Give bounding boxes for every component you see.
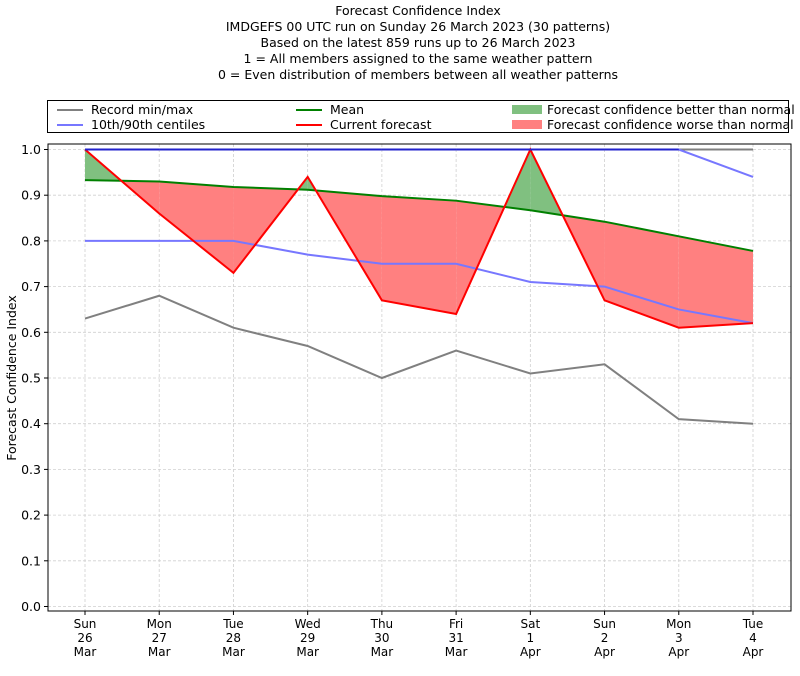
legend-item-worse: Forecast confidence worse than normal: [512, 117, 794, 132]
x-tick-label: 2: [601, 631, 609, 645]
x-tick-label: Mon: [147, 617, 172, 631]
y-axis-label: Forecast Confidence Index: [4, 295, 19, 461]
legend-label-current: Current forecast: [330, 117, 432, 132]
x-tick-label: Mar: [371, 645, 394, 659]
x-tick-label: Apr: [743, 645, 764, 659]
legend-swatch-record: [57, 108, 83, 111]
line-current-forecast: [84, 147, 754, 329]
line-90th-centile: [85, 148, 754, 178]
y-tick-label: 0.2: [21, 508, 41, 523]
series-lines: [84, 147, 754, 425]
x-tick-label: Apr: [594, 645, 615, 659]
x-tick-label: 26: [77, 631, 92, 645]
x-tick-label: 31: [448, 631, 463, 645]
y-tick-label: 0.0: [21, 599, 41, 614]
x-tick-label: Sun: [593, 617, 616, 631]
legend-swatch-better: [512, 105, 542, 114]
y-tick-label: 0.6: [21, 325, 41, 340]
x-tick-label: Thu: [370, 617, 394, 631]
x-tick-label: Fri: [449, 617, 463, 631]
y-axis: 0.0 0.1 0.2 0.3 0.4 0.5 0.6 0.7 0.8 0.9 1.0: [21, 142, 48, 614]
y-tick-label: 0.3: [21, 462, 41, 477]
line-10th-centile: [85, 239, 754, 325]
x-tick-label: Mon: [666, 617, 691, 631]
x-tick-label: Apr: [668, 645, 689, 659]
y-tick-label: 0.4: [21, 416, 41, 431]
x-tick-label: Wed: [295, 617, 321, 631]
x-tick-label: Tue: [742, 617, 764, 631]
chart-legend: Record min/max 10th/90th centiles Mean C…: [47, 100, 795, 133]
title-line-3: Based on the latest 859 runs up to 26 Ma…: [260, 35, 576, 50]
x-tick-label: 27: [152, 631, 167, 645]
x-tick-label: 1: [527, 631, 535, 645]
fill-worse-than-normal: [678, 236, 753, 328]
line-record-min: [84, 294, 754, 425]
x-tick-label: Mar: [148, 645, 171, 659]
title-line-4: 1 = All members assigned to the same wea…: [243, 51, 593, 66]
legend-swatch-centiles: [57, 123, 83, 126]
legend-label-better: Forecast confidence better than normal: [547, 102, 795, 117]
x-tick-label: 3: [675, 631, 683, 645]
x-tick-label: Sun: [74, 617, 97, 631]
x-tick-label: 29: [300, 631, 315, 645]
legend-item-current: Current forecast: [296, 117, 431, 132]
y-tick-label: 0.7: [21, 279, 41, 294]
y-tick-label: 0.8: [21, 233, 41, 248]
title-line-1: Forecast Confidence Index: [335, 3, 501, 18]
fill-worse-than-normal: [381, 196, 457, 315]
y-tick-label: 0.1: [21, 553, 41, 568]
x-tick-label: Mar: [296, 645, 319, 659]
legend-label-centiles: 10th/90th centiles: [91, 117, 206, 132]
legend-label-record: Record min/max: [91, 102, 194, 117]
y-tick-label: 1.0: [21, 142, 41, 157]
x-tick-label: 4: [749, 631, 757, 645]
legend-item-mean: Mean: [296, 102, 364, 117]
x-tick-label: 30: [374, 631, 389, 645]
legend-item-centiles: 10th/90th centiles: [57, 117, 205, 132]
legend-label-worse: Forecast confidence worse than normal: [547, 117, 794, 132]
x-tick-label: 28: [226, 631, 241, 645]
x-tick-label: Sat: [520, 617, 540, 631]
legend-item-better: Forecast confidence better than normal: [512, 102, 795, 117]
legend-swatch-current: [296, 123, 322, 126]
line-mean: [84, 179, 754, 252]
x-tick-label: Mar: [222, 645, 245, 659]
chart-title: Forecast Confidence Index IMDGEFS 00 UTC…: [0, 3, 800, 83]
legend-swatch-mean: [296, 108, 322, 111]
title-line-5: 0 = Even distribution of members between…: [217, 67, 619, 82]
y-tick-label: 0.9: [21, 188, 41, 203]
x-tick-label: Mar: [74, 645, 97, 659]
title-line-2: IMDGEFS 00 UTC run on Sunday 26 March 20…: [225, 19, 611, 34]
x-tick-label: Mar: [445, 645, 468, 659]
x-tick-label: Tue: [222, 617, 244, 631]
fill-worse-than-normal: [159, 181, 234, 273]
fill-worse-than-normal: [604, 221, 679, 328]
legend-swatch-worse: [512, 120, 542, 129]
legend-item-record: Record min/max: [57, 102, 193, 117]
x-tick-label: Apr: [520, 645, 541, 659]
legend-label-mean: Mean: [330, 102, 365, 117]
y-tick-label: 0.5: [21, 371, 41, 386]
x-axis: Sun26MarMon27MarTue28MarWed29MarThu30Mar…: [74, 611, 764, 659]
